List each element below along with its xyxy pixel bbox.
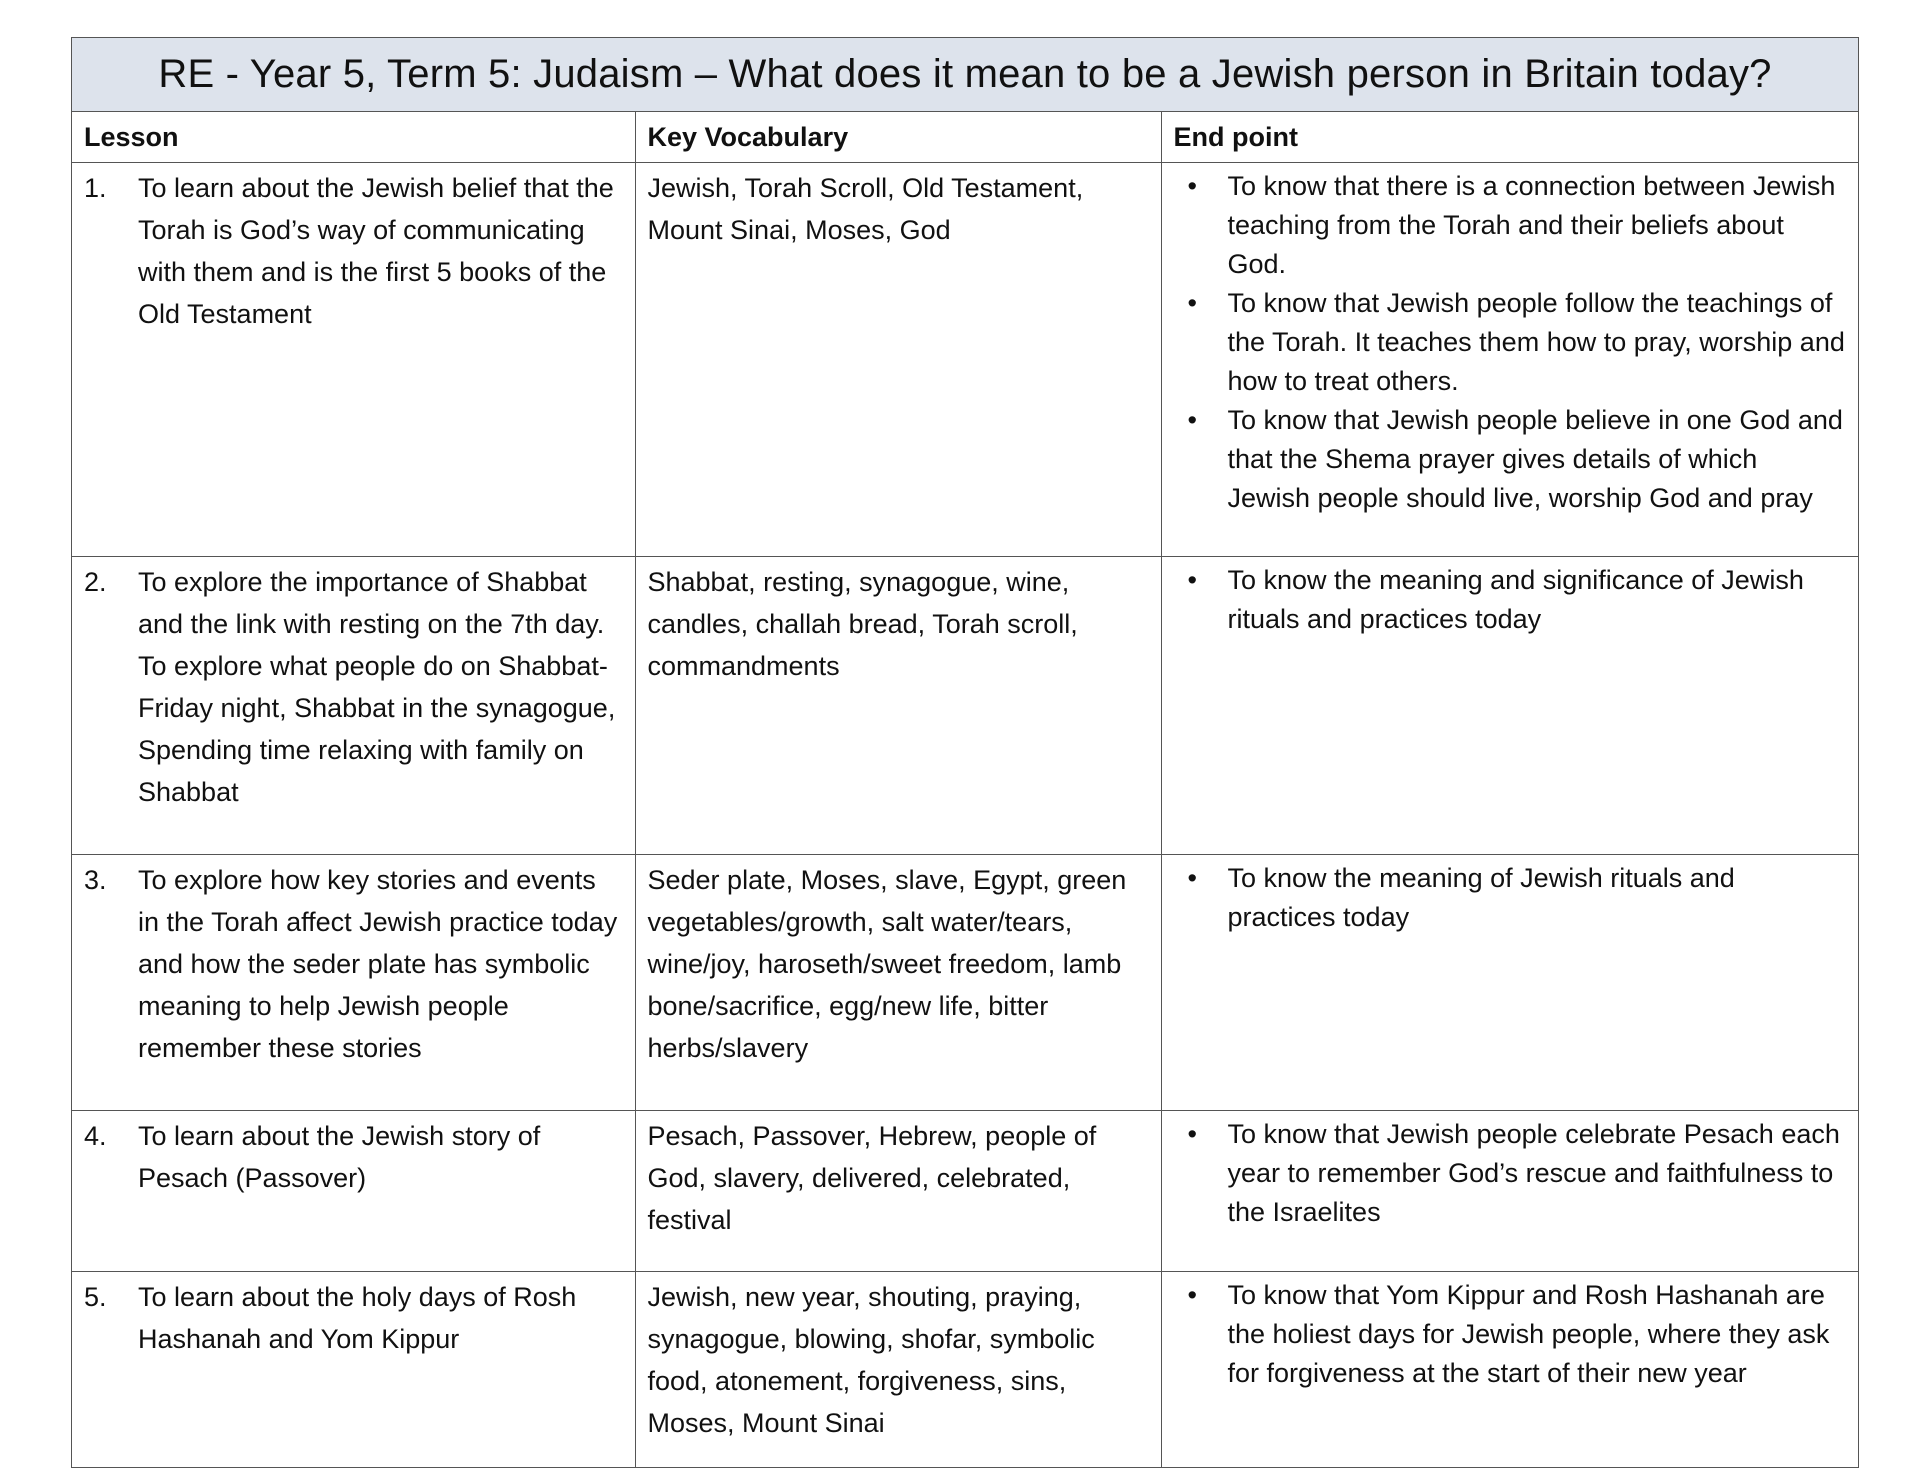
lesson-number: 4.	[84, 1121, 107, 1151]
header-row: Lesson Key Vocabulary End point	[72, 112, 1858, 163]
bullet-icon: •	[1187, 288, 1197, 318]
lesson-text: To learn about the Jewish belief that th…	[138, 173, 614, 329]
lesson-cell: 2. To explore the importance of Shabbat a…	[72, 556, 636, 855]
bullet-icon: •	[1187, 405, 1197, 435]
endpoint-text: To know that Yom Kippur and Rosh Hashana…	[1227, 1280, 1830, 1388]
lesson-table: Lesson Key Vocabulary End point 1. To lea…	[72, 112, 1858, 1467]
lesson-number: 2.	[84, 567, 107, 597]
lesson-cell: 3. To explore how key stories and events …	[72, 854, 636, 1111]
endpoint-text: To know that Jewish people believe in on…	[1227, 405, 1843, 513]
lesson-text: To learn about the Jewish story of Pesac…	[138, 1121, 541, 1193]
endpoint-cell: • To know that Jewish people celebrate Pe…	[1160, 1110, 1858, 1272]
bullet-icon: •	[1187, 565, 1197, 595]
endpoint-item: • To know that Yom Kippur and Rosh Hashan…	[1174, 1276, 1847, 1393]
header-lesson: Lesson	[72, 112, 636, 163]
endpoint-text: To know the meaning and significance of …	[1227, 565, 1804, 634]
header-endpoint: End point	[1160, 112, 1858, 163]
lesson-number: 5.	[84, 1282, 107, 1312]
vocab-cell: Jewish, new year, shouting, praying, syn…	[634, 1271, 1162, 1467]
lesson-text: To explore the importance of Shabbat and…	[138, 567, 616, 807]
lesson-cell: 5. To learn about the holy days of Rosh H…	[72, 1271, 636, 1467]
endpoint-item: • To know the meaning and significance of…	[1174, 561, 1847, 639]
bullet-icon: •	[1187, 1280, 1197, 1310]
table-row: 3. To explore how key stories and events …	[72, 854, 1858, 1111]
vocab-cell: Pesach, Passover, Hebrew, people of God,…	[634, 1110, 1162, 1272]
endpoint-list: • To know that Jewish people celebrate Pe…	[1174, 1115, 1847, 1232]
endpoint-list: • To know that Yom Kippur and Rosh Hashan…	[1174, 1276, 1847, 1393]
endpoint-cell: • To know the meaning and significance of…	[1160, 556, 1858, 855]
endpoint-cell: • To know that Yom Kippur and Rosh Hashan…	[1160, 1271, 1858, 1467]
lesson-number: 1.	[84, 173, 107, 203]
page-title: RE - Year 5, Term 5: Judaism – What does…	[72, 38, 1858, 112]
endpoint-item: • To know the meaning of Jewish rituals a…	[1174, 859, 1847, 937]
table-row: 4. To learn about the Jewish story of Pes…	[72, 1110, 1858, 1272]
bullet-icon: •	[1187, 863, 1197, 893]
lesson-text: To learn about the holy days of Rosh Has…	[138, 1282, 577, 1354]
table-row: 5. To learn about the holy days of Rosh H…	[72, 1271, 1858, 1467]
lesson-number: 3.	[84, 865, 107, 895]
endpoint-text: To know that Jewish people follow the te…	[1227, 288, 1845, 396]
endpoint-item: • To know that Jewish people celebrate Pe…	[1174, 1115, 1847, 1232]
bullet-icon: •	[1187, 1119, 1197, 1149]
endpoint-text: To know that Jewish people celebrate Pes…	[1227, 1119, 1840, 1227]
curriculum-table: RE - Year 5, Term 5: Judaism – What does…	[71, 37, 1859, 1468]
endpoint-list: • To know the meaning and significance of…	[1174, 561, 1847, 639]
header-vocab: Key Vocabulary	[634, 112, 1162, 163]
table-row: 1. To learn about the Jewish belief that …	[72, 162, 1858, 557]
endpoint-text: To know the meaning of Jewish rituals an…	[1227, 863, 1735, 932]
lesson-text: To explore how key stories and events in…	[138, 865, 618, 1063]
endpoint-list: • To know that there is a connection betw…	[1174, 167, 1847, 518]
endpoint-item: • To know that Jewish people believe in o…	[1174, 401, 1847, 518]
table-row: 2. To explore the importance of Shabbat a…	[72, 556, 1858, 855]
lesson-cell: 4. To learn about the Jewish story of Pes…	[72, 1110, 636, 1272]
lesson-cell: 1. To learn about the Jewish belief that …	[72, 162, 636, 557]
endpoint-list: • To know the meaning of Jewish rituals a…	[1174, 859, 1847, 937]
endpoint-cell: • To know the meaning of Jewish rituals a…	[1160, 854, 1858, 1111]
vocab-cell: Shabbat, resting, synagogue, wine, candl…	[634, 556, 1162, 855]
vocab-cell: Seder plate, Moses, slave, Egypt, green …	[634, 854, 1162, 1111]
endpoint-cell: • To know that there is a connection betw…	[1160, 162, 1858, 557]
endpoint-item: • To know that Jewish people follow the t…	[1174, 284, 1847, 401]
bullet-icon: •	[1187, 171, 1197, 201]
vocab-cell: Jewish, Torah Scroll, Old Testament, Mou…	[634, 162, 1162, 557]
endpoint-text: To know that there is a connection betwe…	[1227, 171, 1836, 279]
endpoint-item: • To know that there is a connection betw…	[1174, 167, 1847, 284]
